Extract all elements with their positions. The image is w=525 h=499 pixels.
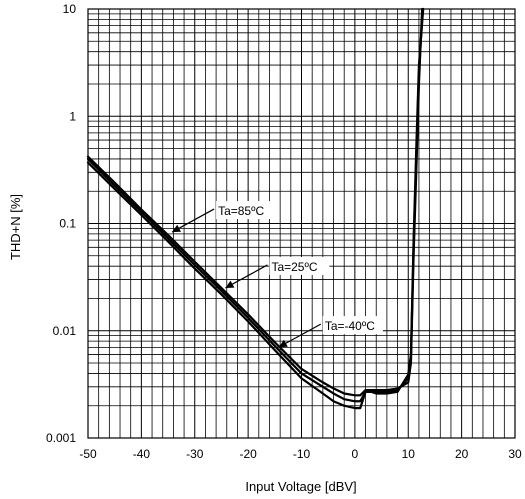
x-tick-label: 30 xyxy=(508,447,522,461)
y-tick-labels: 0.001 0.01 0.1 1 10 xyxy=(46,2,76,445)
x-tick-label: 0 xyxy=(352,447,359,461)
y-tick-label: 10 xyxy=(63,2,77,16)
x-tick-label: 10 xyxy=(402,447,416,461)
y-tick-label: 0.1 xyxy=(59,217,76,231)
annotation-label-bg xyxy=(216,201,277,220)
annotation-label-bg xyxy=(322,316,383,335)
y-tick-label: 0.001 xyxy=(46,431,76,445)
series-annotations: Ta=85ºC Ta=25ºC Ta=-40ºC xyxy=(171,201,383,348)
y-tick-label: 1 xyxy=(69,109,76,123)
series-layer xyxy=(86,7,425,410)
x-tick-labels: -50 -40 -30 -20 -10 0 10 20 30 xyxy=(79,447,522,461)
x-axis-title: Input Voltage [dBV] xyxy=(245,479,356,494)
annotation-label: Ta=85ºC xyxy=(218,204,264,218)
x-tick-label: -50 xyxy=(79,447,97,461)
x-tick-label: 20 xyxy=(455,447,469,461)
y-tick-label: 0.01 xyxy=(53,324,77,338)
x-tick-label: -40 xyxy=(133,447,151,461)
plot-frame xyxy=(87,8,516,439)
plot-area-border xyxy=(87,8,516,439)
annotation-arrow-head xyxy=(172,224,181,233)
series-line-3 xyxy=(86,7,425,410)
annotation-arrow-head xyxy=(225,280,235,288)
x-tick-label: -10 xyxy=(293,447,311,461)
annotation-label-bg xyxy=(269,256,330,275)
annotation-arrow-head xyxy=(278,339,288,348)
x-tick-label: -30 xyxy=(186,447,204,461)
y-axis-title: THD+N [%] xyxy=(8,194,23,260)
annotation-label: Ta=25ºC xyxy=(271,260,317,274)
annotation-label: Ta=-40ºC xyxy=(325,319,375,333)
x-tick-label: -20 xyxy=(239,447,257,461)
